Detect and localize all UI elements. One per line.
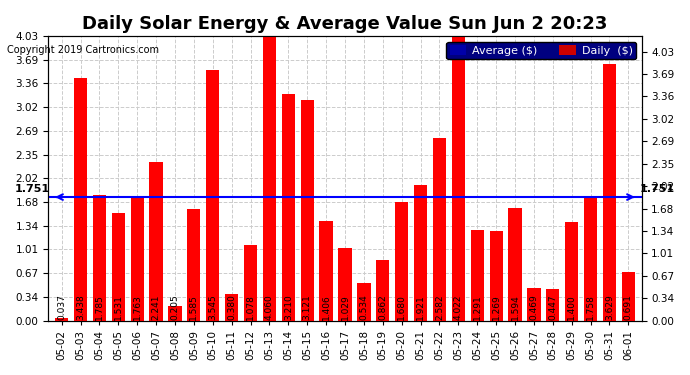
Bar <box>414 185 427 321</box>
Bar <box>546 289 560 321</box>
Bar <box>471 230 484 321</box>
Title: Daily Solar Energy & Average Value Sun Jun 2 20:23: Daily Solar Energy & Average Value Sun J… <box>82 15 608 33</box>
Text: 1.594: 1.594 <box>511 294 520 320</box>
Text: Copyright 2019 Cartronics.com: Copyright 2019 Cartronics.com <box>7 45 159 55</box>
Text: 1.751: 1.751 <box>15 183 50 194</box>
Bar <box>225 294 238 321</box>
Bar <box>93 195 106 321</box>
Text: 0.380: 0.380 <box>227 294 236 320</box>
Bar <box>168 306 181 321</box>
Text: 1.751: 1.751 <box>640 183 675 194</box>
Bar <box>263 34 276 321</box>
Text: 1.585: 1.585 <box>189 294 199 320</box>
Bar <box>603 64 616 321</box>
Text: 0.469: 0.469 <box>529 294 538 320</box>
Bar <box>452 36 465 321</box>
Text: 1.406: 1.406 <box>322 294 331 320</box>
Bar <box>376 260 389 321</box>
Bar <box>338 248 352 321</box>
Bar <box>55 318 68 321</box>
Text: 1.269: 1.269 <box>491 294 501 320</box>
Bar <box>244 244 257 321</box>
Text: 1.763: 1.763 <box>132 294 141 320</box>
Text: 0.037: 0.037 <box>57 294 66 320</box>
Bar <box>509 208 522 321</box>
Bar <box>282 94 295 321</box>
Text: 3.121: 3.121 <box>303 294 312 320</box>
Legend: Average ($), Daily  ($): Average ($), Daily ($) <box>446 42 636 59</box>
Bar <box>74 78 87 321</box>
Text: 4.022: 4.022 <box>454 295 463 320</box>
Bar <box>206 70 219 321</box>
Bar <box>395 202 408 321</box>
Bar <box>357 283 371 321</box>
Text: 0.205: 0.205 <box>170 294 179 320</box>
Bar <box>622 272 635 321</box>
Text: 1.680: 1.680 <box>397 294 406 320</box>
Text: 4.060: 4.060 <box>265 294 274 320</box>
Text: 3.438: 3.438 <box>76 294 85 320</box>
Bar <box>301 100 314 321</box>
Bar <box>187 209 201 321</box>
Text: 1.291: 1.291 <box>473 294 482 320</box>
Bar <box>527 288 540 321</box>
Bar <box>433 138 446 321</box>
Text: 2.241: 2.241 <box>152 295 161 320</box>
Text: 1.921: 1.921 <box>416 294 425 320</box>
Bar <box>489 231 503 321</box>
Text: 3.629: 3.629 <box>605 294 614 320</box>
Bar <box>565 222 578 321</box>
Bar <box>150 162 163 321</box>
Text: 1.078: 1.078 <box>246 294 255 320</box>
Text: 0.691: 0.691 <box>624 294 633 320</box>
Text: 1.400: 1.400 <box>567 294 576 320</box>
Text: 1.758: 1.758 <box>586 294 595 320</box>
Text: 0.447: 0.447 <box>549 294 558 320</box>
Bar <box>112 213 125 321</box>
Text: 0.862: 0.862 <box>378 294 387 320</box>
Text: 3.210: 3.210 <box>284 294 293 320</box>
Bar <box>130 196 144 321</box>
Text: 1.029: 1.029 <box>340 294 350 320</box>
Text: 3.545: 3.545 <box>208 294 217 320</box>
Bar <box>319 222 333 321</box>
Text: 2.582: 2.582 <box>435 294 444 320</box>
Bar <box>584 196 597 321</box>
Text: 1.531: 1.531 <box>114 294 123 320</box>
Text: 1.785: 1.785 <box>95 294 104 320</box>
Text: 0.534: 0.534 <box>359 294 368 320</box>
